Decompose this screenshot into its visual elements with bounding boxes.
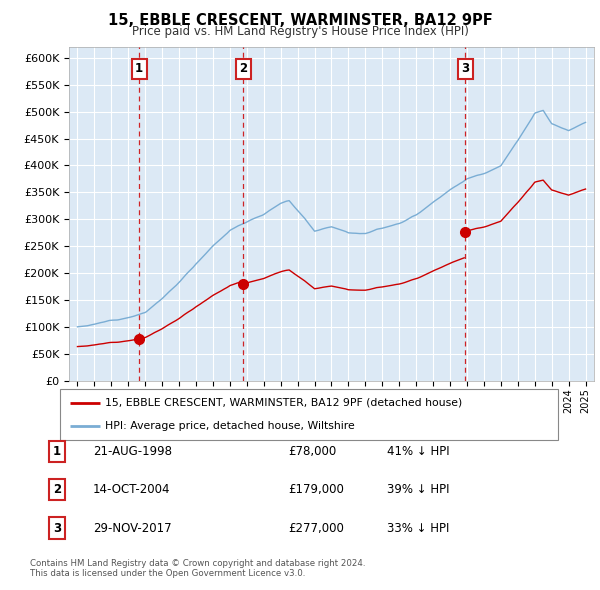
Text: 2: 2 <box>53 483 61 496</box>
Text: 1: 1 <box>53 445 61 458</box>
Text: 1: 1 <box>135 62 143 75</box>
Text: 15, EBBLE CRESCENT, WARMINSTER, BA12 9PF (detached house): 15, EBBLE CRESCENT, WARMINSTER, BA12 9PF… <box>105 398 462 408</box>
Text: 3: 3 <box>461 62 470 75</box>
Text: 41% ↓ HPI: 41% ↓ HPI <box>387 445 449 458</box>
Text: 14-OCT-2004: 14-OCT-2004 <box>93 483 170 496</box>
Text: 21-AUG-1998: 21-AUG-1998 <box>93 445 172 458</box>
FancyBboxPatch shape <box>60 389 558 440</box>
Text: 33% ↓ HPI: 33% ↓ HPI <box>387 522 449 535</box>
Text: 2: 2 <box>239 62 247 75</box>
Text: 3: 3 <box>53 522 61 535</box>
Text: Price paid vs. HM Land Registry's House Price Index (HPI): Price paid vs. HM Land Registry's House … <box>131 25 469 38</box>
Text: £277,000: £277,000 <box>288 522 344 535</box>
Text: £179,000: £179,000 <box>288 483 344 496</box>
Text: £78,000: £78,000 <box>288 445 336 458</box>
Text: 15, EBBLE CRESCENT, WARMINSTER, BA12 9PF: 15, EBBLE CRESCENT, WARMINSTER, BA12 9PF <box>107 13 493 28</box>
Text: 39% ↓ HPI: 39% ↓ HPI <box>387 483 449 496</box>
Text: This data is licensed under the Open Government Licence v3.0.: This data is licensed under the Open Gov… <box>30 569 305 578</box>
Text: Contains HM Land Registry data © Crown copyright and database right 2024.: Contains HM Land Registry data © Crown c… <box>30 559 365 568</box>
Text: HPI: Average price, detached house, Wiltshire: HPI: Average price, detached house, Wilt… <box>105 421 355 431</box>
Text: 29-NOV-2017: 29-NOV-2017 <box>93 522 172 535</box>
